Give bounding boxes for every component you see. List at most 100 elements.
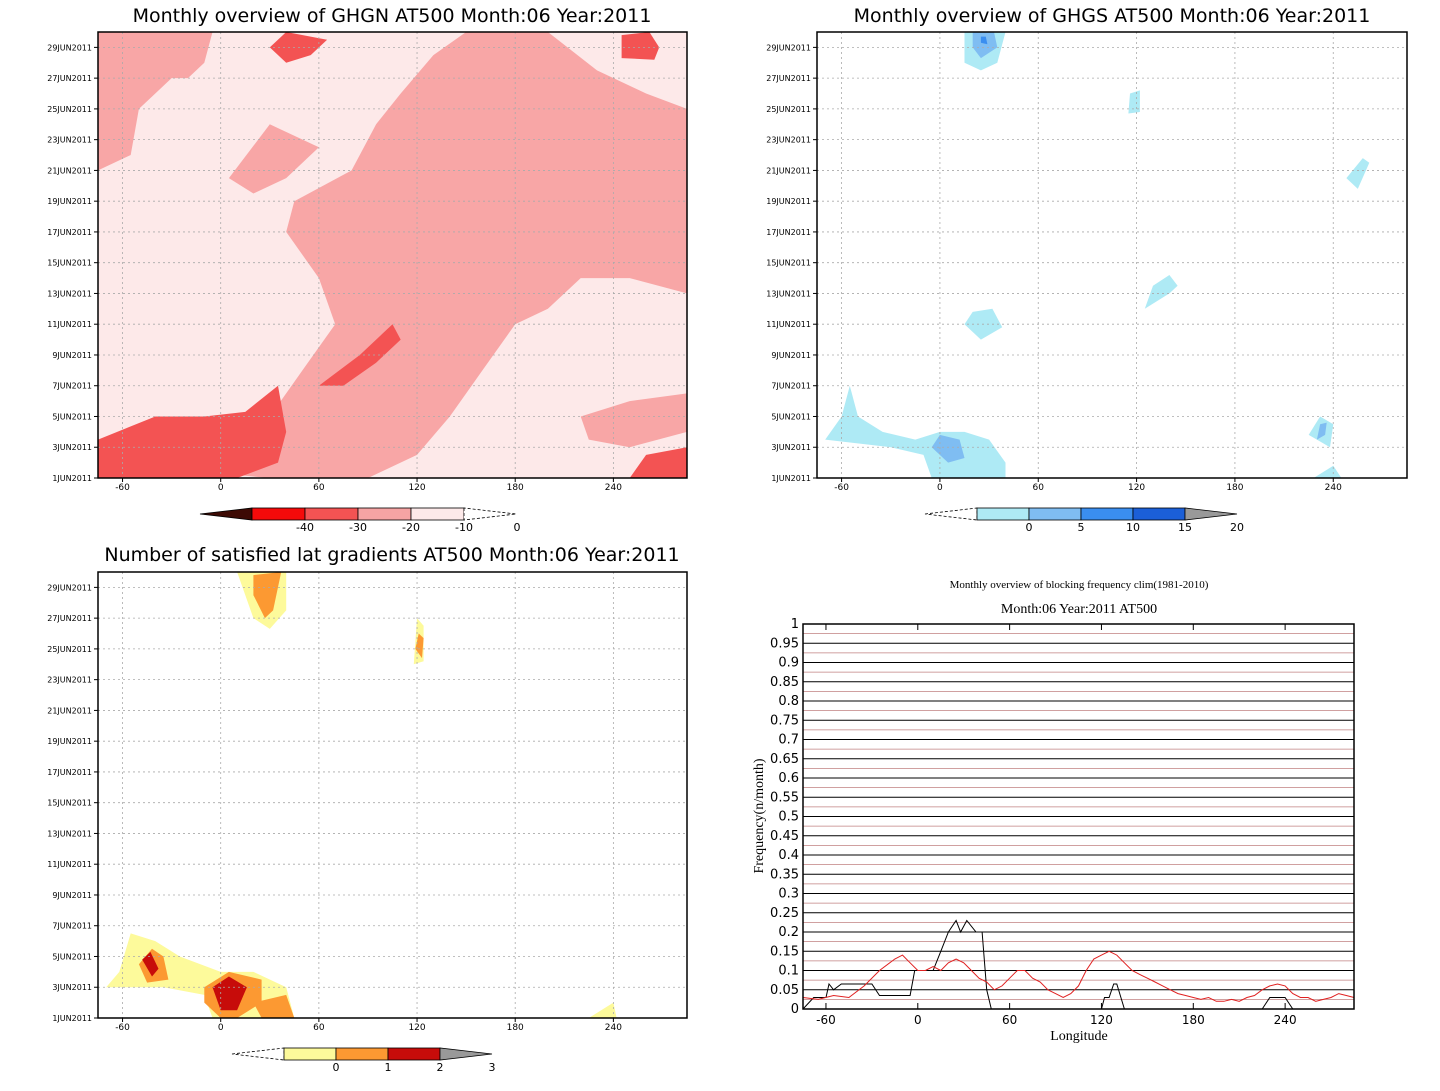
contour-region [98, 32, 213, 171]
contour-region [98, 385, 287, 478]
colorbar-box [304, 507, 359, 521]
colorbar-label: -10 [455, 521, 473, 534]
y-tick-label: 0 [791, 1002, 799, 1017]
x-tick-label: -60 [816, 1013, 836, 1027]
colorbar-label: 1 [385, 1061, 392, 1074]
y-tick-label: 21JUN2011 [47, 166, 92, 175]
contour-region [142, 951, 159, 977]
y-tick-label: 0.1 [778, 964, 799, 979]
lat-gradient-heatmap-panel: Number of satisfied lat gradients AT500 … [47, 544, 688, 1074]
y-tick-label: 23JUN2011 [47, 136, 92, 145]
x-tick-label: -60 [115, 1023, 130, 1033]
y-tick-label: 0.8 [778, 694, 799, 709]
plot-frame [802, 623, 1355, 1010]
colorbar-box [1080, 507, 1134, 521]
colorbar-box [410, 507, 465, 521]
y-tick-label: 1JUN2011 [52, 474, 92, 483]
x-tick-label: 180 [1182, 1013, 1205, 1027]
contour-region [972, 32, 998, 59]
blocking-frequency-line-panel: Monthly overview of blocking frequency c… [752, 579, 1355, 1044]
y-tick-label: 11JUN2011 [766, 320, 811, 329]
y-tick-label: 0.55 [770, 790, 799, 805]
colorbar-triangle-right [439, 1047, 493, 1061]
series-line [802, 950, 1355, 1002]
y-tick-label: 1JUN2011 [771, 474, 811, 483]
contour-region [588, 1002, 617, 1018]
colorbar-box [387, 1047, 441, 1061]
y-tick-label: 13JUN2011 [47, 289, 92, 298]
x-tick-label: 120 [408, 1023, 425, 1033]
y-tick-label: 9JUN2011 [52, 351, 92, 360]
contour-region [629, 447, 687, 478]
y-tick-label: 27JUN2011 [766, 74, 811, 83]
y-tick-label: 1 [791, 617, 799, 632]
x-tick-label: 60 [313, 483, 325, 493]
y-tick-label: 1JUN2011 [52, 1014, 92, 1023]
x-tick-label: -60 [834, 483, 849, 493]
y-tick-label: 7JUN2011 [771, 382, 811, 391]
colorbar-box [357, 507, 412, 521]
contour-region [1346, 158, 1370, 189]
x-tick-label: 120 [1128, 483, 1145, 493]
y-tick-label: 27JUN2011 [47, 74, 92, 83]
y-tick-label: 9JUN2011 [771, 351, 811, 360]
x-tick-label: 0 [218, 483, 224, 493]
y-tick-label: 19JUN2011 [47, 737, 92, 746]
y-tick-label: 0.9 [778, 656, 799, 671]
colorbar-label: 2 [437, 1061, 444, 1074]
x-tick-label: 240 [605, 483, 622, 493]
x-tick-label: -60 [115, 483, 130, 493]
x-tick-label: 60 [313, 1023, 325, 1033]
y-tick-label: 23JUN2011 [766, 136, 811, 145]
chart-title: Monthly overview of GHGS AT500 Month:06 … [854, 5, 1371, 27]
y-tick-label: 29JUN2011 [47, 583, 92, 592]
x-tick-label: 60 [1033, 483, 1045, 493]
series-line [802, 919, 1354, 1010]
y-tick-label: 5JUN2011 [52, 952, 92, 961]
plot-frame [97, 31, 688, 479]
colorbar-triangle-left [924, 507, 978, 521]
colorbar-label: -30 [349, 521, 367, 534]
y-tick-label: 0.25 [770, 906, 799, 921]
contour-region [98, 32, 687, 478]
y-tick-label: 25JUN2011 [47, 645, 92, 654]
y-tick-label: 3JUN2011 [52, 983, 92, 992]
y-tick-label: 0.75 [770, 713, 799, 728]
colorbar-triangle-right [463, 507, 517, 521]
colorbar-box [251, 507, 306, 521]
y-tick-label: 17JUN2011 [47, 768, 92, 777]
y-tick-label: 15JUN2011 [47, 259, 92, 268]
y-tick-label: 3JUN2011 [52, 443, 92, 452]
contour-region [318, 324, 401, 386]
y-tick-label: 0.3 [778, 887, 799, 902]
x-tick-label: 180 [507, 483, 524, 493]
y-tick-label: 3JUN2011 [771, 443, 811, 452]
y-tick-label: 5JUN2011 [52, 412, 92, 421]
x-tick-label: 240 [1274, 1013, 1297, 1027]
y-tick-label: 0.45 [770, 829, 799, 844]
y-tick-label: 25JUN2011 [47, 105, 92, 114]
contour-region [931, 434, 965, 463]
colorbar-triangle-left [199, 507, 253, 521]
contour-region [228, 124, 319, 194]
contour-region [1144, 275, 1178, 309]
colorbar-label: 0 [333, 1061, 340, 1074]
colorbar-box [335, 1047, 389, 1061]
y-tick-label: 25JUN2011 [766, 105, 811, 114]
chart-title: Monthly overview of GHGN AT500 Month:06 … [133, 5, 652, 27]
contour-region [1128, 90, 1140, 114]
x-tick-label: 180 [507, 1023, 524, 1033]
contour-region [253, 994, 295, 1018]
colorbar-label: 3 [489, 1061, 496, 1074]
colorbar-triangle-right [1184, 507, 1238, 521]
y-tick-label: 29JUN2011 [47, 43, 92, 52]
y-tick-label: 5JUN2011 [771, 412, 811, 421]
colorbar-label: 5 [1078, 521, 1085, 534]
y-tick-label: 17JUN2011 [47, 228, 92, 237]
y-tick-label: 23JUN2011 [47, 676, 92, 685]
plot-frame [97, 571, 688, 1019]
colorbar-label: -40 [296, 521, 314, 534]
y-tick-label: 0.4 [778, 848, 799, 863]
y-tick-label: 0.05 [770, 983, 799, 998]
contour-region [980, 36, 988, 45]
